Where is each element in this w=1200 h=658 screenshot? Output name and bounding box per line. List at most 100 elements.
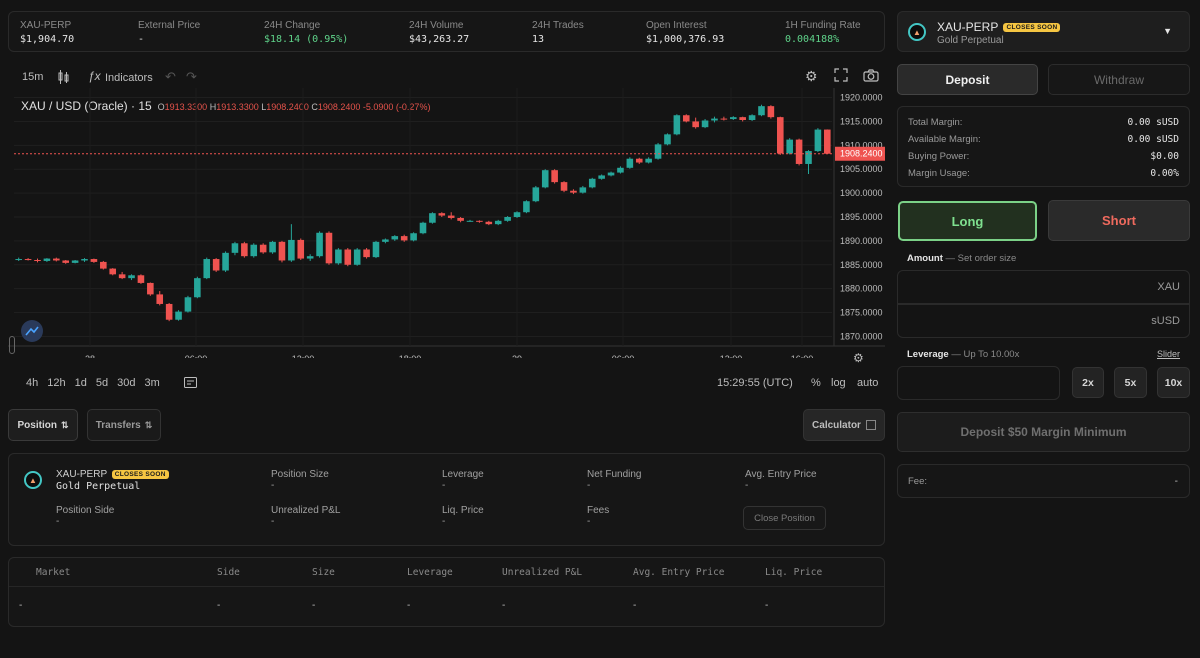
field-avg-entry: Avg. Entry Price -	[745, 469, 817, 491]
margin-row-buying-power: Buying Power: $0.00	[908, 151, 1179, 162]
range-3m[interactable]: 3m	[144, 377, 160, 389]
price-tick-label: 1920.0000	[840, 93, 883, 103]
candle	[635, 157, 643, 164]
market-selector[interactable]: ▲ XAU-PERP CLOSES SOON Gold Perpetual ▼	[897, 11, 1190, 52]
candle	[805, 150, 812, 174]
candle	[203, 257, 211, 280]
candle	[814, 128, 822, 153]
candle	[739, 116, 746, 122]
goto-date-icon[interactable]	[184, 376, 197, 391]
price-tick-label: 1875.0000	[840, 308, 883, 318]
ohlc-legend: XAU / USD (Oracle) · 15 O1913.3300 H1913…	[21, 99, 431, 113]
close-position-button[interactable]: Close Position	[743, 506, 826, 530]
candle	[541, 169, 549, 189]
candle	[81, 258, 88, 262]
candle	[363, 248, 370, 259]
candle	[579, 185, 587, 194]
time-tick-label: 06:00	[612, 354, 635, 358]
candle	[259, 243, 267, 254]
leverage-10x-button[interactable]: 10x	[1157, 367, 1190, 398]
amount-susd-input[interactable]: sUSD	[897, 304, 1190, 338]
stat-24h-trades: 24H Trades 13	[532, 20, 584, 45]
price-chart[interactable]: 1920.0000 1915.0000 1910.0000 1905.0000 1900…	[8, 88, 885, 358]
candle	[90, 258, 98, 263]
range-4h[interactable]: 4h	[26, 377, 39, 389]
table-row[interactable]: - - - - - - -	[19, 600, 769, 611]
margin-summary: Total Margin: 0.00 sUSD Available Margin…	[897, 106, 1190, 187]
percent-toggle[interactable]: %	[811, 377, 821, 389]
tab-transfers[interactable]: Transfers ⇅	[87, 409, 161, 441]
deposit-button[interactable]: Deposit	[897, 64, 1038, 95]
range-5d[interactable]: 5d	[95, 377, 109, 389]
camera-icon[interactable]	[863, 69, 879, 85]
indicators-icon[interactable]: ƒx	[88, 69, 101, 83]
candle	[109, 268, 117, 276]
long-button[interactable]: Long	[898, 201, 1037, 241]
margin-row-usage: Margin Usage: 0.00%	[908, 168, 1179, 179]
log-toggle[interactable]: log	[831, 377, 846, 389]
time-axis-settings-icon[interactable]: ⚙	[853, 351, 864, 365]
candle	[391, 235, 399, 241]
candle	[429, 212, 436, 224]
undo-icon[interactable]: ↶	[165, 69, 176, 84]
candle	[701, 119, 709, 129]
xau-logo-icon: ▲	[908, 23, 926, 41]
short-button[interactable]: Short	[1048, 200, 1190, 241]
leverage-5x-button[interactable]: 5x	[1114, 367, 1147, 398]
submit-order-button[interactable]: Deposit $50 Margin Minimum	[897, 412, 1190, 452]
leverage-input[interactable]	[897, 366, 1060, 400]
candle	[353, 248, 361, 266]
price-tick-label: 1910.0000	[840, 140, 883, 150]
field-position-size: Position Size -	[271, 469, 329, 491]
redo-icon[interactable]: ↷	[186, 69, 197, 84]
candle	[758, 104, 765, 117]
sort-icon: ⇅	[60, 419, 69, 430]
candle-type-icon[interactable]	[58, 70, 70, 87]
stat-market-price: XAU-PERP $1,904.70	[20, 20, 75, 45]
price-tick-label: 1880.0000	[840, 284, 883, 294]
withdraw-button[interactable]: Withdraw	[1048, 64, 1190, 95]
candle	[15, 257, 22, 261]
tab-position[interactable]: Position ⇅	[8, 409, 78, 441]
time-tick-label: 12:00	[292, 354, 315, 358]
candle	[485, 220, 493, 226]
amount-label: Amount — Set order size	[907, 253, 1017, 264]
candle	[682, 114, 690, 123]
position-market: XAU-PERP CLOSES SOON Gold Perpetual	[56, 469, 169, 492]
candle	[156, 291, 164, 306]
range-30d[interactable]: 30d	[117, 377, 136, 389]
svg-text:1908.2400: 1908.2400	[840, 149, 883, 159]
candle	[767, 105, 775, 119]
range-12h[interactable]: 12h	[47, 377, 66, 389]
candle	[523, 200, 530, 214]
chart-drag-handle[interactable]	[9, 336, 15, 354]
candle	[250, 243, 258, 258]
amount-xau-input[interactable]: XAU	[897, 270, 1190, 304]
caret-down-icon[interactable]: ▼	[1163, 26, 1172, 36]
candle	[786, 138, 793, 155]
settings-icon[interactable]: ⚙	[805, 68, 818, 84]
candle	[570, 189, 577, 195]
field-liq-price: Liq. Price -	[442, 505, 484, 527]
field-net-funding: Net Funding -	[587, 469, 642, 491]
auto-toggle[interactable]: auto	[857, 377, 879, 389]
margin-row-available: Available Margin: 0.00 sUSD	[908, 134, 1179, 145]
range-1d[interactable]: 1d	[74, 377, 87, 389]
field-position-side: Position Side -	[56, 505, 115, 527]
indicators-button[interactable]: Indicators	[105, 72, 153, 84]
candle	[297, 238, 305, 260]
candle	[598, 174, 605, 180]
stat-funding-rate: 1H Funding Rate 0.004188%	[785, 20, 861, 45]
range-buttons: 4h 12h 1d 5d 30d 3m	[26, 377, 160, 389]
interval-selector[interactable]: 15m	[22, 71, 44, 83]
calculator-icon	[865, 420, 876, 430]
time-tick-label: 28	[85, 354, 95, 358]
leverage-2x-button[interactable]: 2x	[1072, 367, 1104, 398]
calculator-button[interactable]: Calculator	[803, 409, 885, 441]
utc-clock[interactable]: 15:29:55 (UTC)	[717, 377, 793, 389]
fullscreen-icon[interactable]	[834, 68, 848, 85]
slider-toggle[interactable]: Slider	[1157, 349, 1181, 359]
closes-soon-badge: CLOSES SOON	[111, 469, 169, 479]
candle	[100, 260, 107, 270]
candle	[466, 219, 474, 222]
